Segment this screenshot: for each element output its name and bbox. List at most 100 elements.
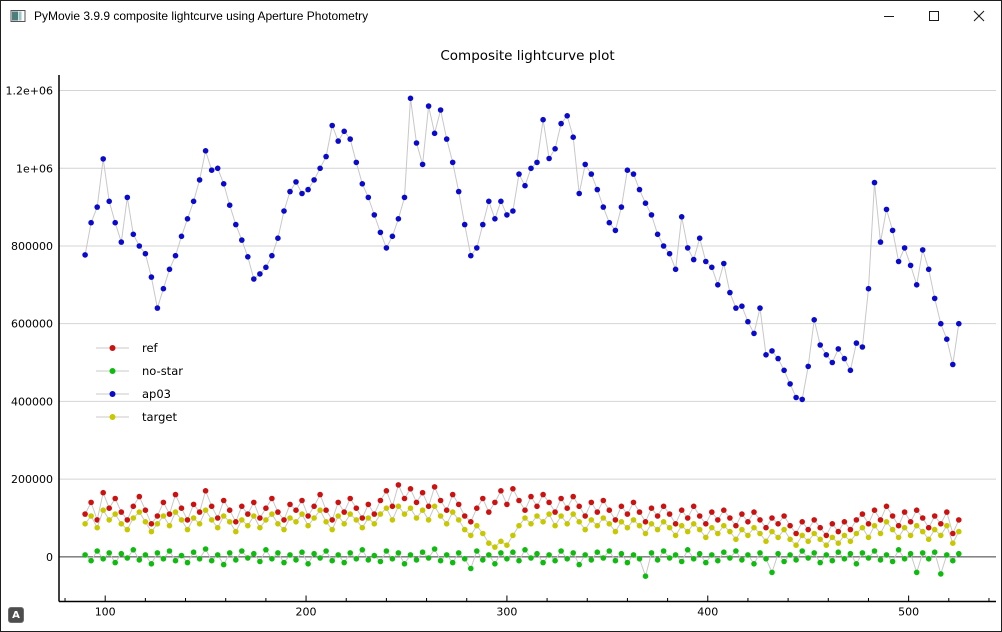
data-point-no-star (516, 557, 522, 564)
data-point-no-star (570, 550, 576, 556)
data-point-ap03 (130, 231, 137, 238)
data-point-ref (130, 503, 137, 510)
data-point-target (913, 522, 920, 529)
data-point-ap03 (82, 252, 88, 258)
data-point-ref (696, 513, 703, 519)
legend-item-target: target (96, 410, 177, 424)
auto-range-button[interactable]: A (8, 607, 24, 623)
data-point-no-star (715, 557, 721, 564)
data-point-target (552, 522, 558, 529)
data-point-target (883, 519, 890, 525)
data-point-target (281, 526, 287, 533)
data-point-ap03 (787, 381, 793, 387)
data-point-target (871, 522, 878, 529)
data-point-target (226, 519, 233, 525)
data-point-ref (913, 507, 920, 513)
data-point-no-star (877, 557, 884, 563)
data-point-target (311, 515, 317, 521)
data-point-ref (347, 495, 354, 502)
data-point-ap03 (606, 219, 613, 226)
data-point-ap03 (600, 204, 607, 210)
data-point-ap03 (925, 266, 932, 273)
data-point-ap03 (931, 295, 938, 302)
data-point-ap03 (190, 198, 197, 205)
data-point-target (275, 521, 281, 527)
data-point-ref (793, 530, 799, 537)
data-point-ap03 (956, 320, 962, 327)
data-point-ref (202, 488, 209, 494)
data-point-no-star (323, 548, 329, 554)
data-point-ap03 (461, 221, 468, 228)
data-point-ref (588, 499, 595, 506)
data-point-ref (938, 521, 944, 527)
data-point-target (449, 509, 456, 515)
data-point-ref (239, 503, 245, 510)
data-point-no-star (594, 549, 601, 555)
data-point-ap03 (365, 194, 372, 201)
data-point-ref (172, 491, 179, 498)
data-point-no-star (703, 559, 709, 566)
minimize-button[interactable] (866, 1, 911, 31)
data-point-no-star (245, 555, 251, 561)
data-point-ap03 (371, 212, 378, 218)
data-point-no-star (709, 552, 715, 558)
data-point-ap03 (576, 190, 582, 197)
close-button[interactable] (956, 1, 1001, 31)
data-point-ref (425, 503, 432, 510)
maximize-button[interactable] (911, 1, 956, 31)
data-point-no-star (835, 549, 842, 555)
data-point-ap03 (763, 352, 769, 358)
data-point-ref (865, 521, 872, 527)
data-point-no-star (160, 556, 167, 562)
data-point-no-star (606, 548, 613, 554)
data-point-target (425, 517, 432, 523)
data-point-no-star (546, 552, 552, 558)
data-point-ap03 (220, 181, 227, 187)
data-point-ref (606, 507, 613, 513)
data-point-target (594, 522, 601, 529)
data-point-ref (956, 517, 962, 523)
data-point-no-star (618, 550, 625, 557)
data-point-no-star (552, 557, 558, 564)
legend-item-no-star: no-star (96, 364, 183, 378)
data-point-no-star (359, 547, 366, 553)
data-point-ap03 (112, 219, 118, 226)
data-point-target (154, 521, 161, 527)
data-point-no-star (745, 552, 751, 558)
y-tick-label: 0 (46, 551, 53, 564)
data-point-target (666, 524, 673, 531)
data-point-ref (275, 509, 281, 515)
data-point-no-star (492, 561, 498, 567)
series-no-star (82, 546, 962, 579)
data-point-target (233, 528, 239, 535)
data-point-ap03 (172, 252, 179, 259)
data-point-no-star (341, 559, 348, 566)
data-point-target (94, 524, 100, 531)
chart-title: Composite lightcurve plot (440, 48, 615, 64)
data-point-target (684, 528, 691, 535)
data-point-ap03 (480, 221, 486, 228)
data-point-no-star (347, 550, 354, 556)
data-point-target (112, 511, 118, 517)
data-point-ap03 (323, 153, 329, 160)
data-point-no-star (769, 569, 775, 576)
data-point-no-star (654, 557, 661, 563)
data-point-ref (919, 515, 926, 521)
y-tick-label: 1e+06 (16, 162, 53, 175)
data-point-target (504, 542, 510, 548)
data-point-no-star (510, 549, 516, 555)
data-point-ap03 (136, 243, 143, 249)
data-point-no-star (172, 557, 179, 564)
data-point-ref (431, 484, 438, 490)
data-point-ref (148, 521, 155, 527)
data-point-target (925, 536, 932, 543)
data-point-ap03 (654, 231, 661, 238)
data-point-ref (594, 509, 601, 515)
data-point-ap03 (419, 161, 426, 168)
data-point-target (865, 534, 872, 541)
data-point-no-star (468, 565, 474, 572)
data-point-no-star (311, 550, 317, 557)
legend-label: no-star (142, 364, 183, 378)
data-point-target (624, 524, 631, 531)
